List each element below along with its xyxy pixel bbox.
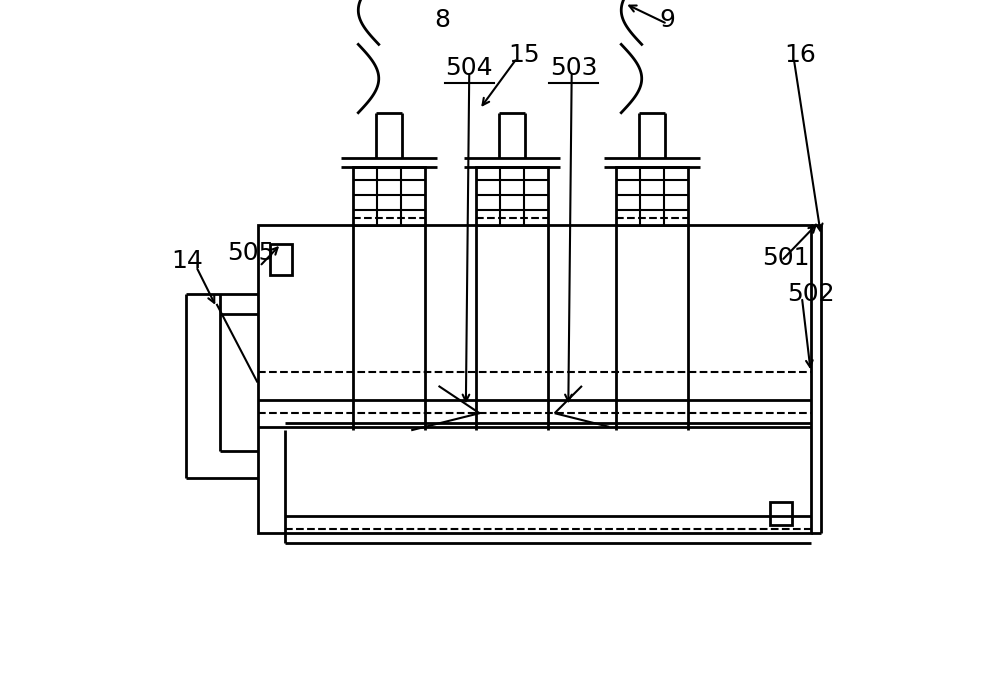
Bar [476, 167, 548, 225]
Text: 15: 15 [508, 42, 540, 67]
Text: 9: 9 [659, 8, 675, 33]
Text: 501: 501 [762, 246, 809, 270]
Text: 503: 503 [550, 56, 598, 81]
Bar [770, 502, 792, 525]
Text: 16: 16 [785, 42, 816, 67]
Text: 8: 8 [434, 8, 450, 33]
Bar [616, 167, 688, 225]
Text: 14: 14 [171, 249, 203, 273]
Bar [258, 225, 811, 533]
Text: 502: 502 [787, 281, 835, 306]
Bar [353, 167, 425, 225]
Bar [270, 244, 292, 275]
Text: 505: 505 [227, 240, 274, 265]
Text: 504: 504 [445, 56, 493, 81]
